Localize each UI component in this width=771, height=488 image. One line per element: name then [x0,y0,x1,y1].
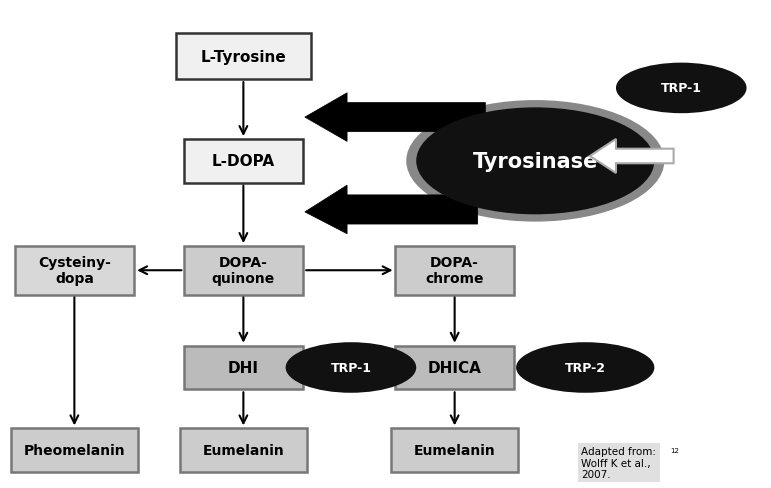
Ellipse shape [616,63,746,114]
Text: TRP-1: TRP-1 [331,361,372,374]
Text: TRP-1: TRP-1 [661,82,702,95]
Polygon shape [590,140,674,174]
FancyBboxPatch shape [391,428,518,472]
FancyBboxPatch shape [183,246,303,295]
FancyBboxPatch shape [176,34,311,80]
FancyBboxPatch shape [183,140,303,183]
FancyBboxPatch shape [395,246,514,295]
Text: L-DOPA: L-DOPA [212,154,275,169]
Ellipse shape [285,343,416,393]
Text: TRP-2: TRP-2 [564,361,606,374]
Text: 12: 12 [671,447,679,453]
FancyBboxPatch shape [11,428,138,472]
Ellipse shape [416,108,655,215]
Text: Pheomelanin: Pheomelanin [24,443,125,457]
Text: Eumelanin: Eumelanin [414,443,496,457]
Text: Adapted from:
Wolff K et al.,
2007.: Adapted from: Wolff K et al., 2007. [581,446,656,479]
FancyBboxPatch shape [395,346,514,389]
Ellipse shape [406,101,665,222]
Text: L-Tyrosine: L-Tyrosine [200,50,286,65]
FancyBboxPatch shape [15,246,134,295]
Text: Cysteiny-
dopa: Cysteiny- dopa [38,256,111,286]
Polygon shape [305,94,486,142]
FancyBboxPatch shape [180,428,307,472]
Polygon shape [305,186,478,234]
Text: DOPA-
quinone: DOPA- quinone [212,256,275,286]
Ellipse shape [516,343,655,393]
Text: Tyrosinase: Tyrosinase [473,152,598,171]
FancyBboxPatch shape [183,346,303,389]
Text: DHI: DHI [228,360,259,375]
Text: DHICA: DHICA [428,360,482,375]
Text: DOPA-
chrome: DOPA- chrome [426,256,484,286]
Text: Eumelanin: Eumelanin [203,443,284,457]
